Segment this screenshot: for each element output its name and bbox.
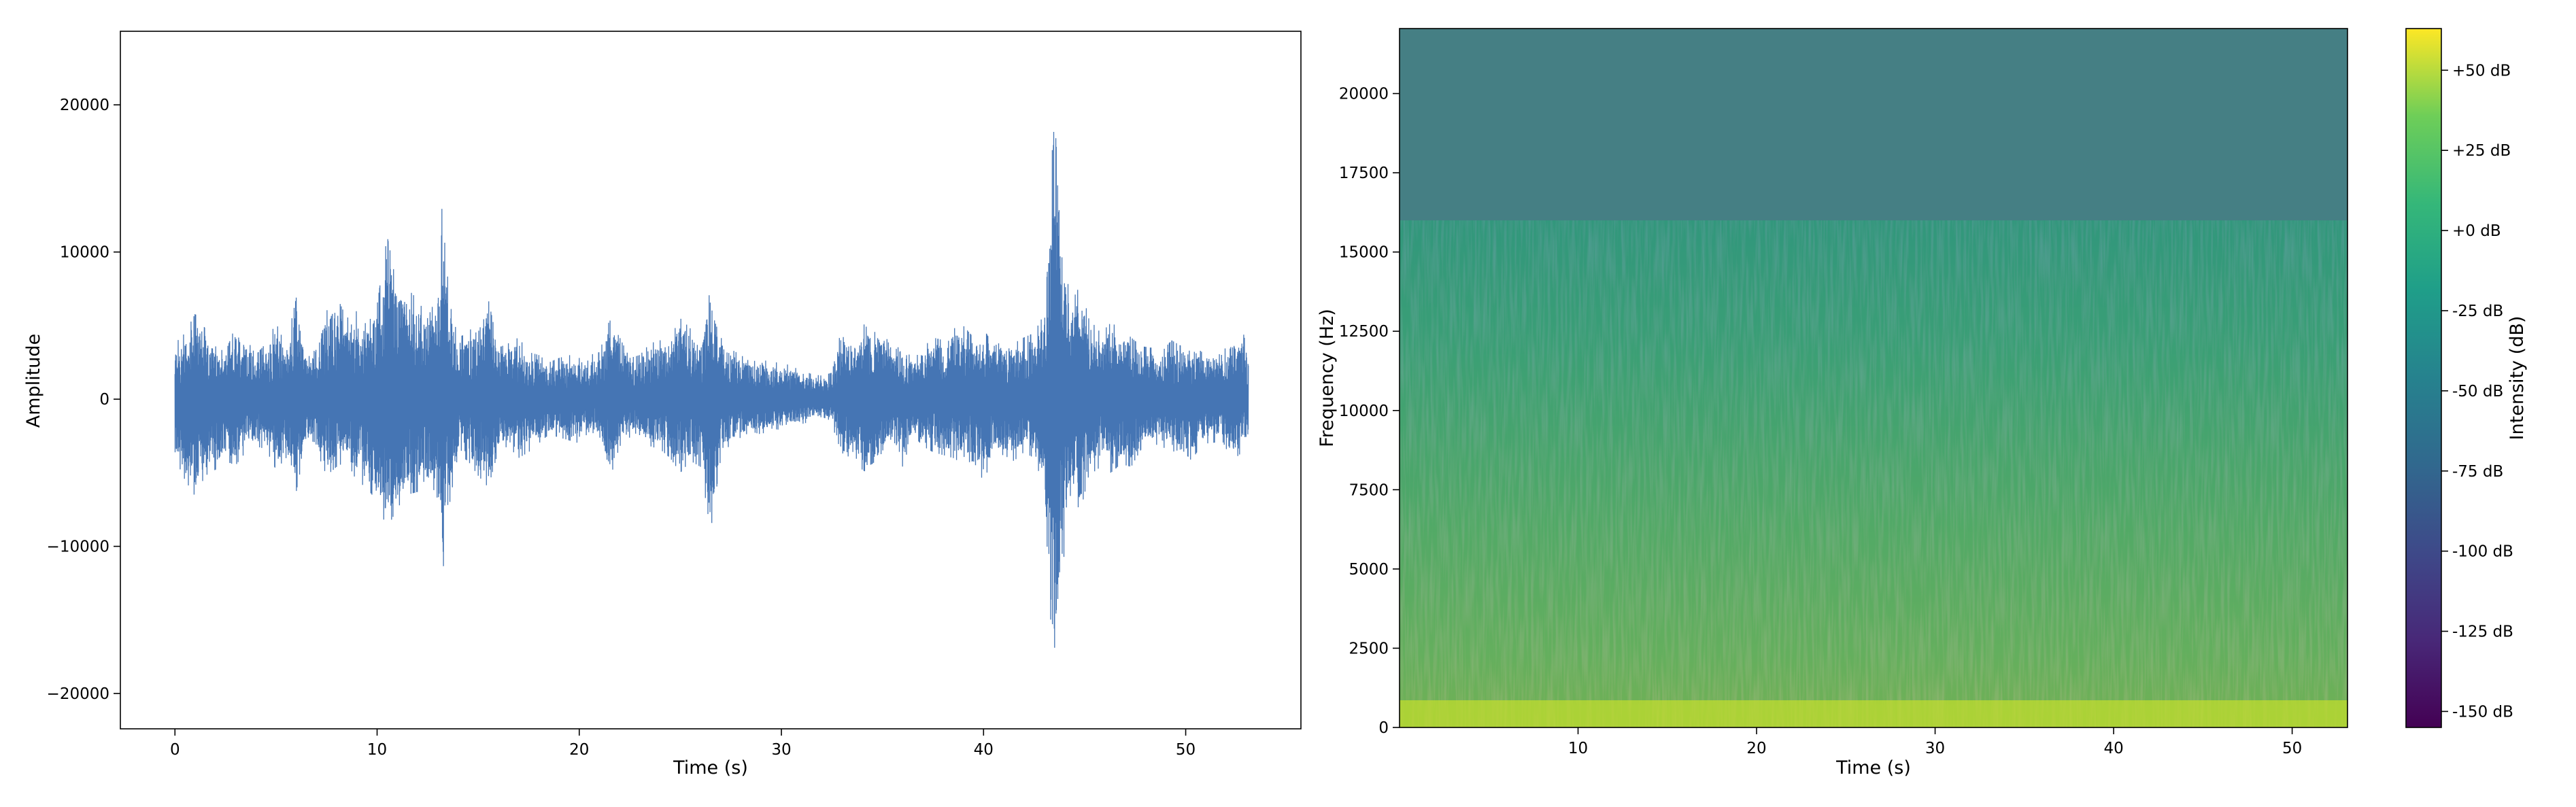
waveform-x-tick-label: 40	[974, 741, 994, 759]
colorbar-tick-label: +50 dB	[2452, 62, 2511, 80]
spectrogram-y-tick-label: 17500	[1339, 165, 1389, 182]
waveform-y-tick-label: 20000	[60, 97, 109, 114]
spectrogram-x-tick-label: 30	[1925, 740, 1945, 757]
waveform-y-tick-label: 0	[99, 391, 109, 409]
colorbar: +50 dB +25 dB +0 dB -25 dB -50 dB -75 dB -100 …	[2405, 28, 2528, 728]
colorbar-tick-label: -25 dB	[2452, 303, 2503, 320]
colorbar-gradient	[2406, 29, 2441, 727]
waveform-plot-area	[174, 131, 1249, 648]
spectrogram-x-ticks: 10 20 30 40 50	[1568, 727, 2302, 757]
colorbar-label: Intensity (dB)	[2507, 316, 2528, 441]
waveform-line	[174, 131, 1249, 648]
spectrogram-panel: 10 20 30 40 50 0 2500 5000 7500 10000 12500 15000 1…	[1317, 28, 2348, 778]
colorbar-tick-label: -100 dB	[2452, 543, 2513, 561]
colorbar-tick-label: -150 dB	[2452, 703, 2513, 721]
colorbar-tick-label: -50 dB	[2452, 383, 2503, 400]
spectrogram-x-tick-label: 20	[1746, 740, 1766, 757]
waveform-panel: 0 10 20 30 40 50 −20000 −10000 0 10000 20000 Time…	[23, 31, 1302, 778]
waveform-y-tick-label: 10000	[60, 244, 109, 262]
spectrogram-y-tick-label: 12500	[1339, 323, 1389, 341]
spectrogram-y-tick-label: 0	[1378, 719, 1389, 737]
spectrogram-x-tick-label: 10	[1568, 740, 1588, 757]
colorbar-tick-label: -75 dB	[2452, 463, 2503, 481]
colorbar-ticks: +50 dB +25 dB +0 dB -25 dB -50 dB -75 dB -100 …	[2441, 62, 2513, 721]
waveform-y-tick-label: −20000	[47, 685, 109, 703]
colorbar-tick-label: +25 dB	[2452, 142, 2511, 160]
waveform-y-tick-label: −10000	[47, 538, 109, 556]
spectrogram-y-tick-label: 20000	[1339, 86, 1389, 103]
waveform-y-ticks: −20000 −10000 0 10000 20000	[47, 97, 120, 703]
spectrogram-y-tick-label: 2500	[1349, 640, 1389, 657]
waveform-x-tick-label: 50	[1176, 741, 1196, 759]
spectrogram-y-ticks: 0 2500 5000 7500 10000 12500 15000 17500 20000	[1339, 86, 1400, 737]
spectrogram-x-tick-label: 50	[2282, 740, 2302, 757]
spectrogram-y-tick-label: 5000	[1349, 561, 1389, 579]
colorbar-tick-label: +0 dB	[2452, 222, 2501, 240]
waveform-axes-frame	[120, 31, 1302, 729]
spectrogram-y-tick-label: 10000	[1339, 402, 1389, 420]
waveform-x-tick-label: 10	[367, 741, 387, 759]
waveform-x-ticks: 0 10 20 30 40 50	[170, 729, 1196, 759]
spectrogram-y-axis-label: Frequency (Hz)	[1317, 309, 1338, 447]
spectrogram-cutoff-band	[1400, 29, 2348, 221]
spectrogram-x-axis-label: Time (s)	[1835, 757, 1911, 778]
colorbar-frame	[2405, 28, 2442, 728]
spectrogram-y-tick-label: 7500	[1349, 481, 1389, 499]
waveform-x-tick-label: 20	[569, 741, 589, 759]
spectrogram-bass-band	[1400, 700, 2348, 727]
spectrogram-y-tick-label: 15000	[1339, 244, 1389, 262]
spectrogram-x-tick-label: 40	[2103, 740, 2123, 757]
waveform-y-axis-label: Amplitude	[23, 334, 44, 428]
waveform-x-tick-label: 0	[170, 741, 180, 759]
waveform-x-axis-label: Time (s)	[673, 757, 748, 778]
colorbar-tick-label: -125 dB	[2452, 623, 2513, 641]
waveform-x-tick-label: 30	[771, 741, 791, 759]
spectrogram-axes-frame	[1399, 28, 2348, 728]
